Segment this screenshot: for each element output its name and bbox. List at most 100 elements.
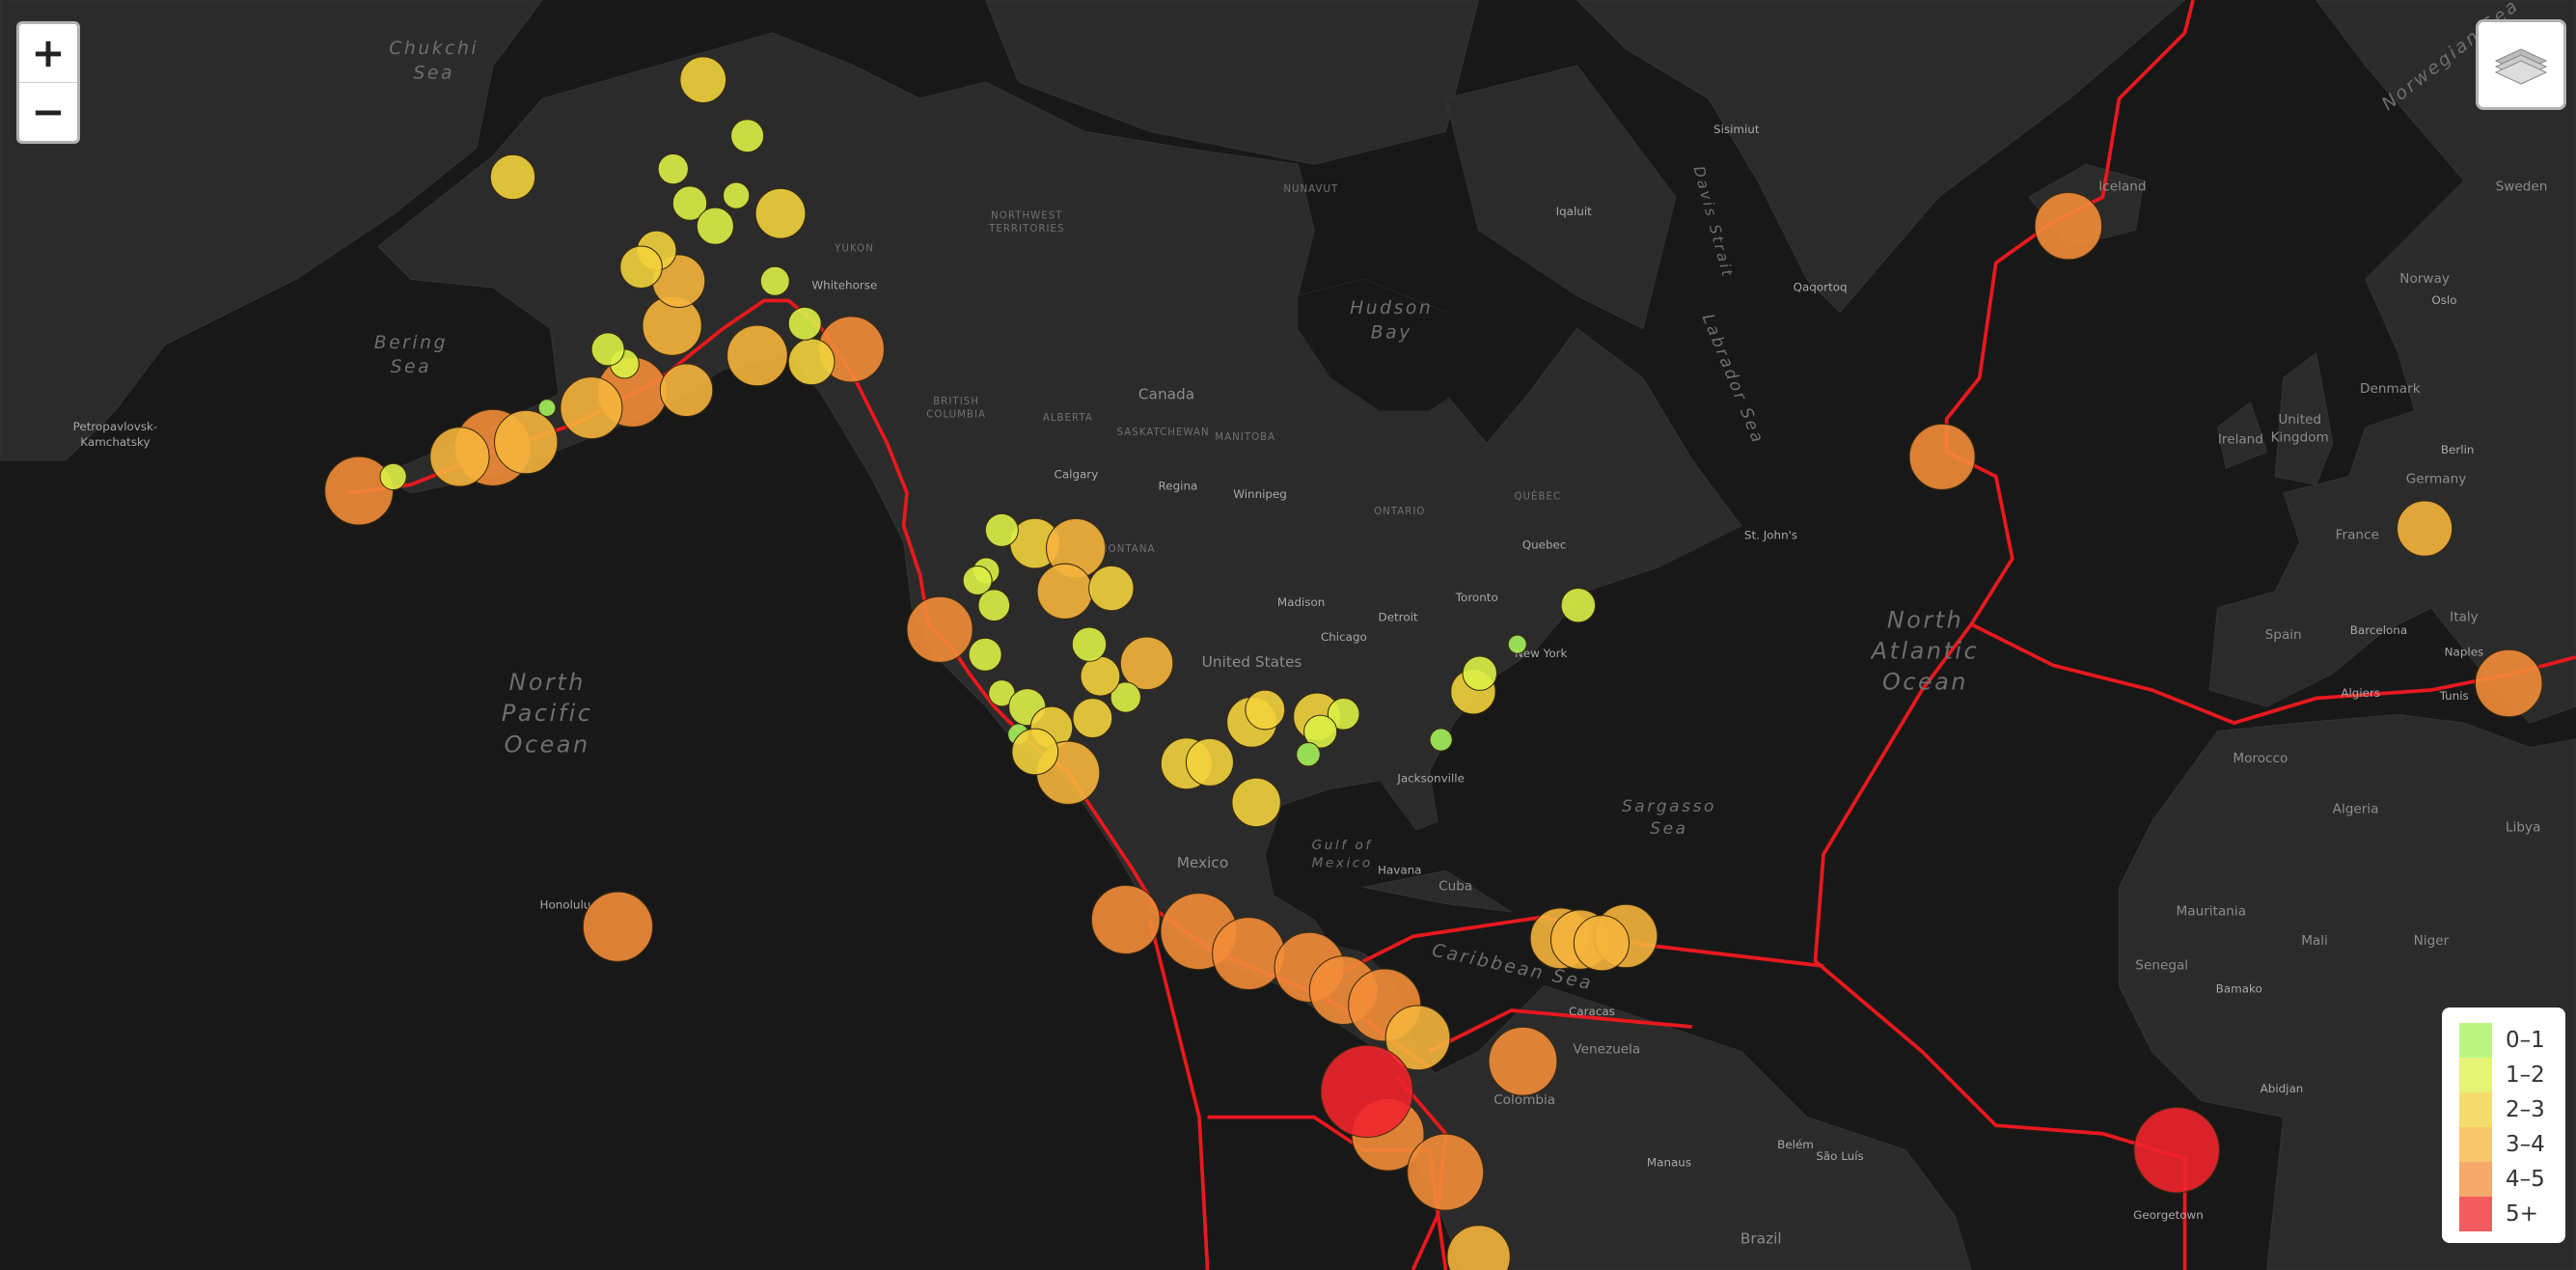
earthquake	[659, 363, 714, 418]
earthquakes	[324, 56, 2543, 1270]
label-line: Whitehorse	[811, 279, 877, 292]
map-label: Senegal	[2135, 957, 2188, 973]
layers-control[interactable]	[2476, 19, 2566, 110]
label-line: Oslo	[2431, 293, 2456, 307]
label-line: Cuba	[1439, 879, 1472, 895]
map-label: Iceland	[2098, 179, 2146, 194]
earthquake	[730, 119, 765, 153]
legend-label: 0–1	[2506, 1028, 2545, 1053]
map-label: ALBERTA	[1043, 413, 1093, 424]
label-line: Ocean	[505, 731, 590, 758]
earthquake	[1908, 423, 1976, 490]
label-line: Caracas	[1569, 1005, 1615, 1018]
label-line: TERRITORIES	[988, 224, 1064, 235]
label-line: Sweden	[2496, 179, 2548, 194]
label-line: Pacific	[502, 700, 593, 727]
map-label: Qaqortoq	[1794, 280, 1848, 293]
map-label: Whitehorse	[811, 279, 877, 292]
earthquake	[1462, 655, 1497, 691]
map-label: Winnipeg	[1233, 487, 1287, 501]
map-label: Bering Sea	[374, 333, 448, 377]
label-line: Naples	[2445, 645, 2484, 658]
label-line: Gulf of	[1312, 838, 1373, 853]
earthquake	[1245, 689, 1286, 731]
map-label: Spain	[2265, 627, 2302, 643]
label-line: Colombia	[1494, 1092, 1555, 1108]
map-label: YUKON	[834, 243, 874, 254]
map-label: BRITISH COLUMBIA	[926, 397, 986, 421]
map-label: North Pacific Ocean	[502, 669, 593, 758]
earthquake	[787, 338, 836, 386]
label-line: Denmark	[2360, 381, 2421, 397]
label-line: Atlantic	[1870, 638, 1979, 665]
earthquake	[2133, 1106, 2221, 1194]
earthquake	[1384, 1005, 1451, 1071]
label-line: Qaqortoq	[1794, 280, 1848, 293]
earthquake	[968, 637, 1002, 672]
earthquake	[324, 456, 395, 526]
label-line: St. John's	[1744, 528, 1797, 541]
label-line: Senegal	[2135, 957, 2188, 973]
label-line: MONTANA	[1099, 544, 1156, 555]
map-label: QUÉBEC	[1514, 490, 1561, 503]
label-line: Georgetown	[2133, 1208, 2204, 1222]
map-label: Denmark	[2360, 381, 2421, 397]
label-line: Mauritania	[2177, 903, 2247, 919]
earthquake	[590, 332, 625, 367]
map-label: Germany	[2406, 472, 2467, 487]
label-line: Bay	[1371, 322, 1412, 343]
earthquake	[619, 245, 663, 290]
map-label: São Luís	[1816, 1149, 1863, 1163]
map-label: Ireland	[2218, 432, 2263, 448]
label-line: North	[1887, 606, 1963, 633]
earthquake	[759, 265, 790, 296]
label-line: Toronto	[1455, 591, 1498, 604]
earthquake	[962, 565, 993, 595]
map-label: Libya	[2506, 819, 2540, 835]
earthquake	[754, 187, 807, 239]
earthquake	[582, 891, 654, 962]
legend-item: 5+	[2459, 1197, 2565, 1231]
label-line: NORTHWEST	[991, 210, 1062, 221]
legend-label: 4–5	[2506, 1167, 2545, 1192]
label-line: Mexico	[1312, 856, 1373, 871]
label-line: NUNAVUT	[1283, 184, 1338, 195]
earthquake	[1327, 697, 1360, 731]
map-label: Venezuela	[1573, 1041, 1640, 1057]
earthquake	[657, 152, 689, 185]
earthquake	[1507, 634, 1527, 654]
label-line: Algeria	[2333, 802, 2379, 817]
earthquake	[429, 427, 490, 487]
legend-item: 0–1	[2459, 1023, 2565, 1058]
label-line: Chicago	[1321, 630, 1367, 644]
earthquake	[560, 376, 623, 440]
label-line: Detroit	[1379, 611, 1418, 624]
earthquake	[726, 324, 788, 387]
map-label: Mexico	[1177, 854, 1228, 871]
earthquake	[1036, 563, 1093, 620]
map-label: Gulf of Mexico	[1312, 838, 1373, 870]
earthquake	[1429, 728, 1453, 752]
label-line: YUKON	[834, 243, 874, 254]
map-label: Manaus	[1647, 1156, 1691, 1170]
label-line: Mali	[2301, 933, 2328, 949]
map-label: Cuba	[1439, 879, 1472, 895]
map-label: Brazil	[1740, 1230, 1782, 1248]
label-line: Sea	[391, 357, 432, 377]
label-line: Algiers	[2341, 686, 2380, 700]
earthquake	[1088, 565, 1135, 612]
map-label: Sisimiut	[1713, 123, 1760, 136]
zoom-out[interactable]: −	[19, 82, 77, 141]
zoom-in[interactable]: +	[31, 29, 66, 76]
map-label: Naples	[2445, 645, 2484, 658]
map-label: St. John's	[1744, 528, 1797, 541]
legend-label: 3–4	[2506, 1132, 2545, 1157]
label-line: Sea	[1650, 819, 1687, 839]
label-line: Kamchatsky	[80, 435, 150, 449]
label-line: Berlin	[2441, 443, 2475, 456]
map-label: Sweden	[2496, 179, 2548, 194]
label-line: Mexico	[1177, 854, 1228, 871]
legend-swatch	[2459, 1023, 2492, 1058]
earthquake	[1296, 741, 1321, 767]
